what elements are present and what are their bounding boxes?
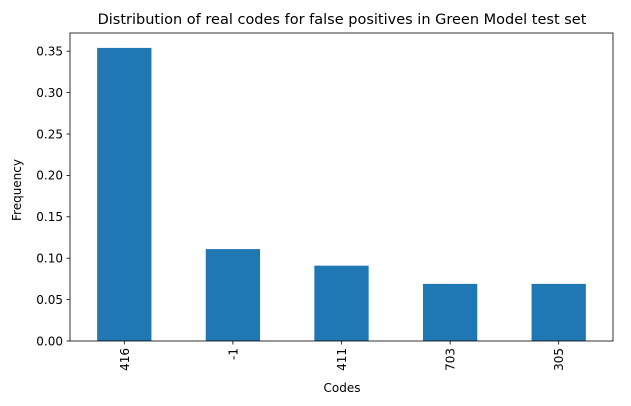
x-tick-label: -1: [226, 348, 240, 360]
x-tick-label: 305: [552, 348, 566, 371]
x-tick-label: 411: [335, 348, 349, 371]
x-tick-label: 703: [444, 348, 458, 371]
y-tick-label: 0.15: [36, 210, 63, 224]
y-axis: 0.00 0.05 0.10 0.15 0.20 0.25 0.30 0.35: [36, 45, 70, 348]
bars-group: [97, 47, 586, 341]
bar--1: [205, 249, 261, 341]
x-axis-label: Codes: [324, 381, 361, 395]
bar-305: [531, 283, 586, 341]
y-axis-label: Frequency: [10, 159, 24, 221]
y-tick-label: 0.25: [36, 127, 63, 141]
bar-703: [422, 283, 478, 341]
y-tick-label: 0.00: [36, 334, 63, 348]
bar-416: [97, 47, 152, 341]
y-tick-label: 0.30: [36, 86, 63, 100]
y-tick-label: 0.05: [36, 293, 63, 307]
y-tick-label: 0.35: [36, 45, 63, 59]
x-tick-label: 416: [118, 348, 132, 371]
x-axis: 416 -1 411 703 305: [118, 341, 566, 371]
bar-411: [314, 265, 369, 341]
y-tick-label: 0.10: [36, 252, 63, 266]
y-tick-label: 0.20: [36, 169, 63, 183]
chart-title: Distribution of real codes for false pos…: [98, 12, 587, 28]
